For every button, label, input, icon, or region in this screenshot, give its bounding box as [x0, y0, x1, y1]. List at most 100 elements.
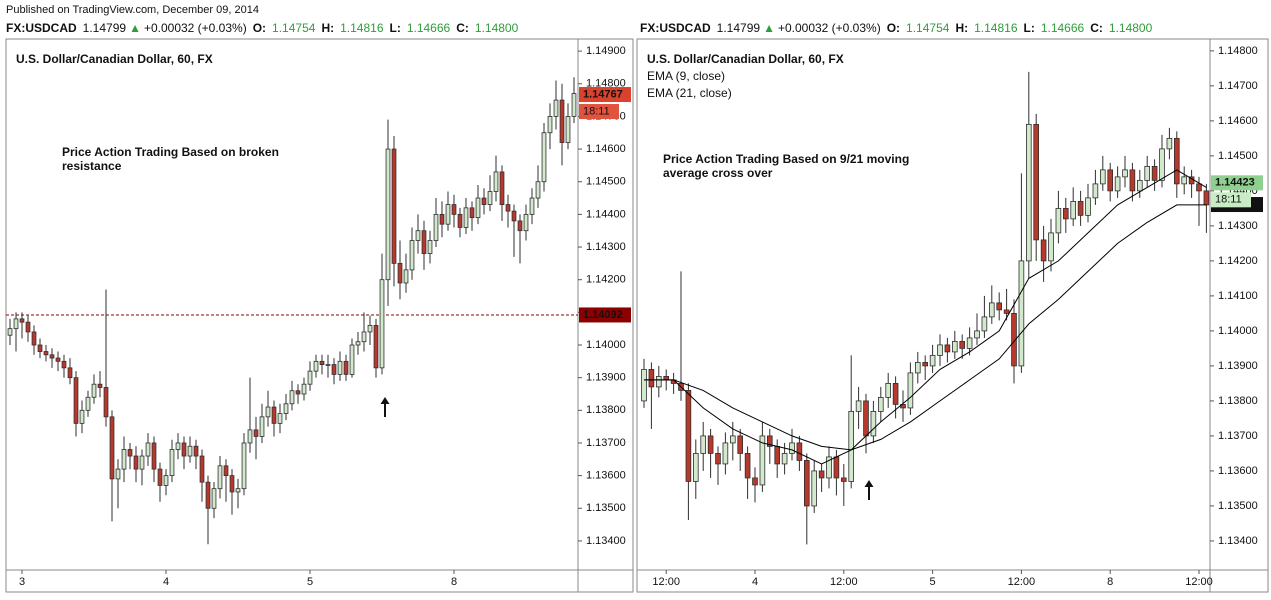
candle-body	[996, 302, 1003, 311]
candle-body	[729, 435, 736, 444]
y-tick-label: 1.13600	[1218, 465, 1258, 477]
price-marker	[579, 87, 631, 103]
x-tick-label: 12:00	[1008, 576, 1036, 588]
candle-body	[445, 204, 451, 225]
candle-body	[1040, 239, 1047, 262]
countdown-badge	[579, 104, 619, 120]
candle-body	[781, 453, 788, 465]
y-tick-label: 1.14300	[586, 241, 626, 253]
candle-body	[457, 213, 463, 228]
candle-body	[692, 453, 699, 482]
candle-body	[217, 465, 223, 490]
candle-body	[331, 364, 337, 375]
candle-body	[1070, 200, 1077, 220]
level-label: 1.14092	[583, 309, 623, 321]
candle-body	[855, 400, 862, 412]
candle-body	[169, 449, 175, 477]
candle-body	[295, 390, 301, 395]
x-tick-label: 4	[752, 576, 758, 588]
quote-item: 1.14799	[83, 21, 127, 35]
candle-body	[475, 197, 481, 219]
candle-body	[944, 344, 951, 353]
arrow	[864, 480, 874, 500]
candle-body	[115, 468, 121, 480]
candle-body	[722, 442, 729, 465]
annotation: average cross over	[663, 166, 773, 180]
y-tick-label: 1.13600	[586, 470, 626, 482]
candle-body	[826, 456, 832, 479]
quote-item: L:	[1024, 21, 1035, 35]
y-tick-label: 1.14700	[1218, 80, 1258, 92]
quote-line: FX:USDCAD 1.14799 ▲ +0.00032 (+0.03%) O: 1.14…	[6, 21, 519, 35]
y-tick-label: 1.13900	[1218, 360, 1258, 372]
panel-frame	[5, 38, 634, 593]
candle-body	[349, 344, 355, 375]
candle-body	[343, 360, 349, 375]
candle-body	[892, 383, 899, 405]
candle-body	[433, 213, 439, 241]
y-tick-label: 1.14400	[586, 208, 626, 220]
candle-body	[803, 460, 810, 507]
candle-body	[361, 331, 367, 343]
quote-item: O:	[253, 21, 266, 35]
y-tick-label: 1.14500	[1218, 150, 1258, 162]
level-marker	[579, 307, 631, 323]
candle-body	[1092, 183, 1099, 199]
quote-item: 1.14816	[974, 21, 1018, 35]
candle-body	[529, 197, 535, 215]
candle-body	[988, 302, 995, 318]
ema-line	[644, 204, 1207, 451]
candle-body	[1055, 207, 1062, 234]
candle-body	[547, 116, 553, 134]
y-tick-label: 1.14300	[1218, 220, 1258, 232]
candle-body	[163, 475, 169, 486]
candle-body	[37, 344, 43, 352]
candle-body	[511, 210, 517, 222]
candle-body	[1122, 169, 1128, 178]
candle-body	[223, 465, 229, 477]
candle-body	[1159, 148, 1165, 181]
candle-body	[1048, 232, 1054, 262]
quote-item: FX:USDCAD	[640, 21, 711, 35]
candle-body	[469, 207, 475, 219]
candle-body	[951, 341, 958, 353]
candle-body	[818, 470, 825, 479]
candle-body	[103, 387, 109, 418]
y-tick-label: 1.14200	[1218, 255, 1258, 267]
candle-body	[421, 230, 427, 254]
quote-item: +0.00032 (+0.03%)	[778, 21, 881, 35]
candle-body	[655, 376, 662, 388]
candle-body	[1173, 137, 1180, 185]
x-tick-label: 5	[307, 576, 313, 588]
x-tick-label: 8	[451, 576, 457, 588]
countdown: 18:11	[583, 105, 610, 117]
quote-item: 1.14800	[1109, 21, 1153, 35]
candle-body	[1129, 169, 1136, 192]
y-tick-label: 1.14000	[1218, 325, 1258, 337]
candle-body	[139, 455, 145, 470]
y-tick-label: 1.13900	[586, 372, 626, 384]
candle-body	[19, 318, 25, 323]
candle-body	[1033, 123, 1040, 241]
candle-body	[870, 411, 877, 437]
quote-line: FX:USDCAD 1.14799 ▲ +0.00032 (+0.03%) O: 1.14…	[640, 21, 1153, 35]
candle-body	[974, 330, 980, 339]
candle-body	[31, 331, 37, 346]
candle-body	[1011, 313, 1017, 367]
y-tick-label: 1.13800	[586, 404, 626, 416]
chart-title: U.S. Dollar/Canadian Dollar, 60, FX	[647, 52, 844, 66]
candle-body	[863, 400, 869, 437]
candle-body	[1025, 123, 1032, 262]
quote-item: 1.14800	[475, 21, 519, 35]
price-marker-label: 1.14767	[583, 88, 623, 100]
candle-body	[187, 445, 193, 457]
quote-item: +0.00032 (+0.03%)	[144, 21, 247, 35]
candle-body	[289, 390, 295, 405]
candle-body	[241, 442, 247, 490]
candle-body	[565, 116, 571, 143]
y-tick-label: 1.13500	[586, 502, 626, 514]
candle-body	[427, 240, 433, 254]
quote-item: L:	[390, 21, 401, 35]
candle-body	[981, 316, 988, 332]
